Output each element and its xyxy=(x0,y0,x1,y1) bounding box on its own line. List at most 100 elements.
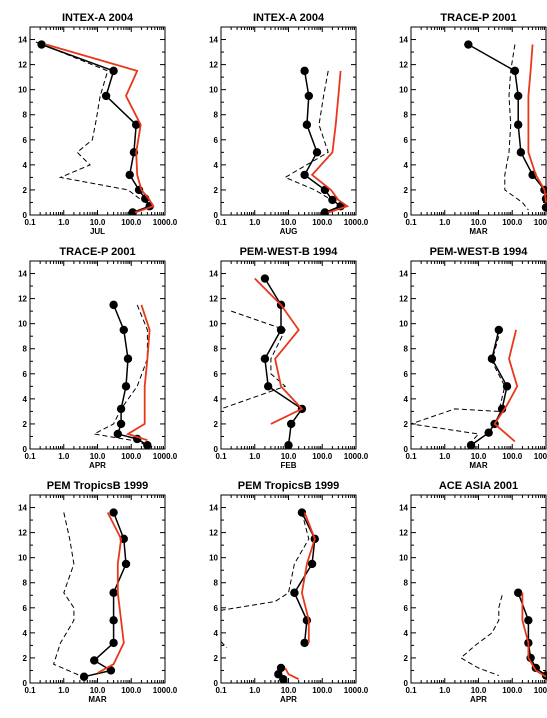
data-point xyxy=(279,675,288,683)
x-axis-label: APR xyxy=(89,461,106,470)
x-tick-label: 10.0 xyxy=(471,452,487,461)
data-point xyxy=(464,40,473,49)
series-line xyxy=(221,641,228,649)
y-tick-label: 8 xyxy=(23,111,28,120)
y-tick-label: 6 xyxy=(23,370,28,379)
y-tick-label: 10 xyxy=(209,86,218,95)
data-point xyxy=(541,203,547,212)
data-point xyxy=(123,354,133,363)
data-point xyxy=(290,588,299,597)
x-tick-label: 100.0 xyxy=(121,218,142,227)
x-tick-label: 100.0 xyxy=(312,218,333,227)
y-tick-label: 8 xyxy=(214,345,219,354)
data-point xyxy=(101,91,111,101)
panel-frame xyxy=(220,494,357,684)
x-tick-label: 0.1 xyxy=(405,218,417,227)
series-line xyxy=(125,304,151,442)
panel-7: PEM TropicsB 1999 0 2 4 6 8 10 12 14 0.1 1.0 10.0 10… xyxy=(18,480,178,704)
x-tick-label: 1.0 xyxy=(58,686,70,695)
y-tick-label: 12 xyxy=(399,61,408,70)
series-line xyxy=(284,667,300,681)
series-line xyxy=(460,595,503,676)
y-tick-label: 12 xyxy=(18,529,27,538)
data-point xyxy=(121,382,131,391)
y-tick-label: 8 xyxy=(214,579,219,588)
y-tick-label: 6 xyxy=(404,604,409,613)
x-tick-label: 10.0 xyxy=(281,452,297,461)
series-dashed-line xyxy=(460,595,503,676)
series-line xyxy=(300,512,316,643)
panel-title: INTEX-A 2004 xyxy=(62,12,134,24)
data-point xyxy=(487,354,497,363)
y-tick-label: 10 xyxy=(399,86,408,95)
data-point xyxy=(79,672,89,681)
y-tick-label: 14 xyxy=(209,270,218,279)
series-black-line xyxy=(37,40,154,215)
data-point xyxy=(284,441,293,449)
data-point xyxy=(320,208,330,215)
x-tick-label: 0.1 xyxy=(405,686,417,695)
y-tick-label: 10 xyxy=(399,320,408,329)
series-dashed-line xyxy=(221,310,287,410)
data-point xyxy=(466,441,476,449)
series-red-line xyxy=(310,70,350,214)
data-point xyxy=(106,666,116,675)
panel-frame xyxy=(410,26,547,216)
x-tick-label: 100.0 xyxy=(502,218,523,227)
data-point xyxy=(116,404,126,414)
y-tick-label: 12 xyxy=(209,61,218,70)
data-point xyxy=(300,66,309,76)
data-point xyxy=(300,638,309,648)
series-dashed-line xyxy=(411,336,506,446)
y-tick-label: 2 xyxy=(404,420,409,429)
series-line xyxy=(521,592,547,678)
x-tick-label: 1000.0 xyxy=(344,686,369,695)
y-tick-label: 2 xyxy=(23,186,28,195)
y-tick-label: 4 xyxy=(404,161,409,170)
data-point xyxy=(307,559,317,569)
y-tick-label: 6 xyxy=(23,604,28,613)
y-tick-label: 12 xyxy=(399,295,408,304)
x-tick-label: 1000.0 xyxy=(153,452,178,461)
series-line xyxy=(411,336,506,446)
x-tick-label: 1000.0 xyxy=(153,686,178,695)
x-tick-label: 1.0 xyxy=(249,686,261,695)
x-tick-label: 0.1 xyxy=(24,218,36,227)
data-point xyxy=(109,638,118,648)
series-black-line xyxy=(79,508,131,681)
x-axis-label: MAR xyxy=(469,461,487,470)
panel-3: TRACE-P 2001 0 2 4 6 8 10 12 14 0.1 1.0 10.0 100.0 10… xyxy=(399,12,547,236)
y-tick-label: 0 xyxy=(404,211,409,220)
y-tick-label: 4 xyxy=(23,395,28,404)
y-tick-label: 0 xyxy=(404,679,409,688)
data-point xyxy=(263,382,273,391)
x-tick-label: 1.0 xyxy=(249,452,261,461)
data-point xyxy=(302,616,312,625)
x-tick-label: 1.0 xyxy=(58,452,70,461)
y-tick-label: 8 xyxy=(23,579,28,588)
panel-6: PEM-WEST-B 1994 0 2 4 6 8 10 12 14 0.1 1.0 10.0 100.… xyxy=(399,246,547,470)
data-point xyxy=(260,274,270,283)
data-point xyxy=(37,40,46,49)
x-tick-label: 0.1 xyxy=(215,686,227,695)
data-point xyxy=(109,508,118,517)
x-tick-label: 1000.0 xyxy=(344,452,369,461)
data-point xyxy=(510,66,520,76)
data-point xyxy=(113,429,123,439)
data-point xyxy=(494,325,504,335)
y-tick-label: 14 xyxy=(399,270,408,279)
data-point xyxy=(116,419,126,429)
series-black-line xyxy=(464,40,547,212)
x-axis-label: APR xyxy=(470,695,487,704)
x-tick-label: 1.0 xyxy=(439,452,451,461)
panel-title: INTEX-A 2004 xyxy=(253,12,325,24)
panel-8: PEM TropicsB 1999 0 2 4 6 8 10 12 14 0.1 1.0 10.0 10… xyxy=(209,480,369,704)
x-tick-label: 0.1 xyxy=(215,218,227,227)
x-tick-label: 10.0 xyxy=(471,218,487,227)
x-axis-label: AUG xyxy=(280,227,298,236)
y-tick-label: 6 xyxy=(214,136,219,145)
series-line xyxy=(45,43,155,214)
series-line xyxy=(504,44,529,211)
y-tick-label: 10 xyxy=(18,86,27,95)
